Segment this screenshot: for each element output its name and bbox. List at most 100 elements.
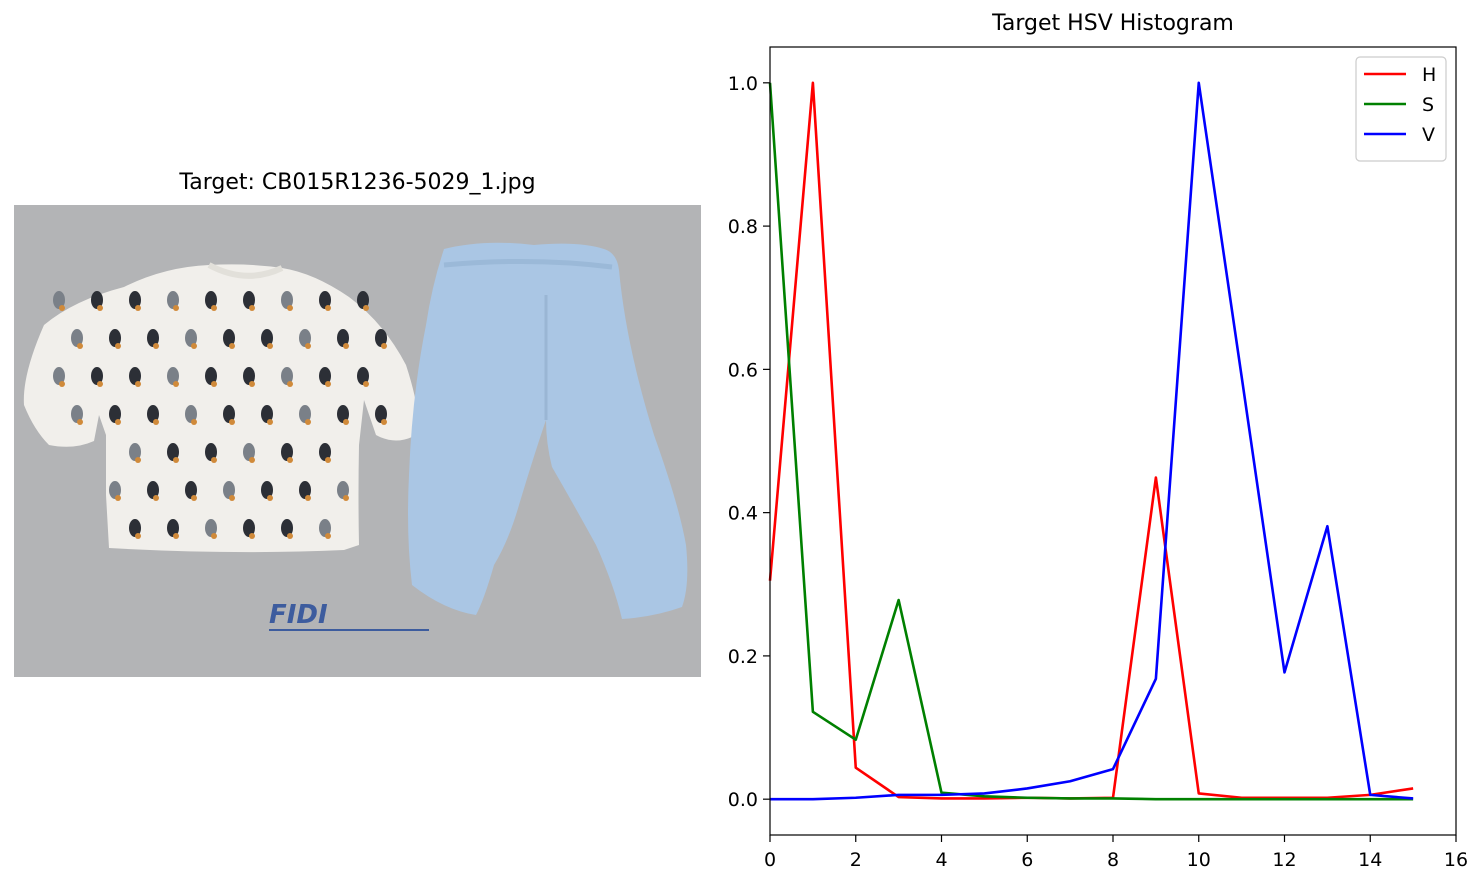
print-motif — [243, 291, 255, 309]
print-motif — [205, 291, 217, 309]
print-motif — [223, 405, 235, 423]
print-motif-accent — [97, 381, 103, 387]
print-motif — [337, 329, 349, 347]
print-motif-accent — [287, 533, 293, 539]
print-motif-accent — [229, 343, 235, 349]
x-tick-label: 2 — [850, 849, 862, 871]
print-motif-accent — [325, 457, 331, 463]
x-axis: 0 2 4 6 8 10 12 14 16 — [764, 835, 1468, 871]
print-motif — [357, 291, 369, 309]
print-motif-accent — [287, 305, 293, 311]
print-motif — [337, 481, 349, 499]
print-motif — [71, 405, 83, 423]
x-tick-label: 0 — [764, 849, 776, 871]
print-motif — [223, 481, 235, 499]
print-motif — [167, 443, 179, 461]
x-tick-label: 6 — [1021, 849, 1033, 871]
print-motif — [167, 291, 179, 309]
legend-label-S: S — [1422, 94, 1434, 116]
print-motif-accent — [153, 419, 159, 425]
print-motif-accent — [115, 495, 121, 501]
print-motif — [167, 367, 179, 385]
print-motif — [205, 519, 217, 537]
print-motif — [109, 481, 121, 499]
print-motif-accent — [287, 381, 293, 387]
print-motif — [53, 367, 65, 385]
svg-text:FIDI: FIDI — [269, 600, 328, 630]
image-title: Target: CB015R1236-5029_1.jpg — [179, 170, 536, 195]
print-motif-accent — [59, 305, 65, 311]
print-motif-accent — [325, 381, 331, 387]
print-motif-accent — [59, 381, 65, 387]
print-motif-accent — [191, 419, 197, 425]
print-motif — [357, 367, 369, 385]
y-tick-label: 0.8 — [728, 216, 758, 238]
print-motif-accent — [249, 305, 255, 311]
print-motif — [129, 519, 141, 537]
target-garment-photo: FIDI — [14, 205, 701, 677]
print-motif — [319, 443, 331, 461]
print-motif-accent — [305, 495, 311, 501]
print-motif-accent — [211, 305, 217, 311]
print-motif-accent — [191, 343, 197, 349]
print-motif-accent — [191, 495, 197, 501]
print-motif-accent — [229, 419, 235, 425]
print-motif-accent — [211, 381, 217, 387]
print-motif-accent — [173, 457, 179, 463]
print-motif-accent — [173, 381, 179, 387]
print-motif — [53, 291, 65, 309]
print-motif-accent — [381, 419, 387, 425]
print-motif — [281, 443, 293, 461]
print-motif-accent — [135, 533, 141, 539]
print-motif-accent — [267, 419, 273, 425]
print-motif-accent — [211, 457, 217, 463]
y-tick-label: 0.0 — [728, 789, 758, 811]
print-motif-accent — [343, 343, 349, 349]
print-motif — [147, 481, 159, 499]
print-motif — [281, 367, 293, 385]
print-motif-accent — [153, 343, 159, 349]
print-motif — [319, 519, 331, 537]
y-axis: 0.0 0.2 0.4 0.6 0.8 1.0 — [728, 73, 770, 811]
print-motif — [205, 367, 217, 385]
print-motif — [185, 481, 197, 499]
plot-lines — [768, 81, 1414, 801]
print-motif-accent — [267, 343, 273, 349]
print-motif-accent — [343, 419, 349, 425]
print-motif — [71, 329, 83, 347]
x-tick-label: 16 — [1444, 849, 1468, 871]
print-motif — [281, 519, 293, 537]
print-motif-accent — [173, 305, 179, 311]
print-motif — [91, 367, 103, 385]
print-motif-accent — [267, 495, 273, 501]
x-tick-label: 10 — [1187, 849, 1211, 871]
print-motif — [223, 329, 235, 347]
shirt — [23, 262, 419, 553]
print-motif-accent — [305, 419, 311, 425]
legend: HSV — [1355, 56, 1447, 162]
print-motif — [337, 405, 349, 423]
print-motif — [261, 481, 273, 499]
print-motif-accent — [363, 305, 369, 311]
x-tick-label: 14 — [1358, 849, 1382, 871]
print-motif-accent — [153, 495, 159, 501]
print-motif-accent — [211, 533, 217, 539]
print-motif — [129, 291, 141, 309]
print-motif — [281, 291, 293, 309]
print-motif-accent — [77, 343, 83, 349]
print-motif — [299, 329, 311, 347]
print-motif-accent — [97, 305, 103, 311]
series-line-S — [768, 82, 1414, 801]
print-motif — [109, 405, 121, 423]
print-motif — [243, 443, 255, 461]
chart-title: Target HSV Histogram — [992, 11, 1234, 36]
print-motif-accent — [77, 419, 83, 425]
print-motif-accent — [325, 305, 331, 311]
print-motif — [261, 405, 273, 423]
legend-label-H: H — [1422, 64, 1436, 86]
series-line-V — [770, 81, 1414, 801]
print-motif — [319, 367, 331, 385]
print-motif-accent — [115, 343, 121, 349]
print-motif-accent — [173, 533, 179, 539]
